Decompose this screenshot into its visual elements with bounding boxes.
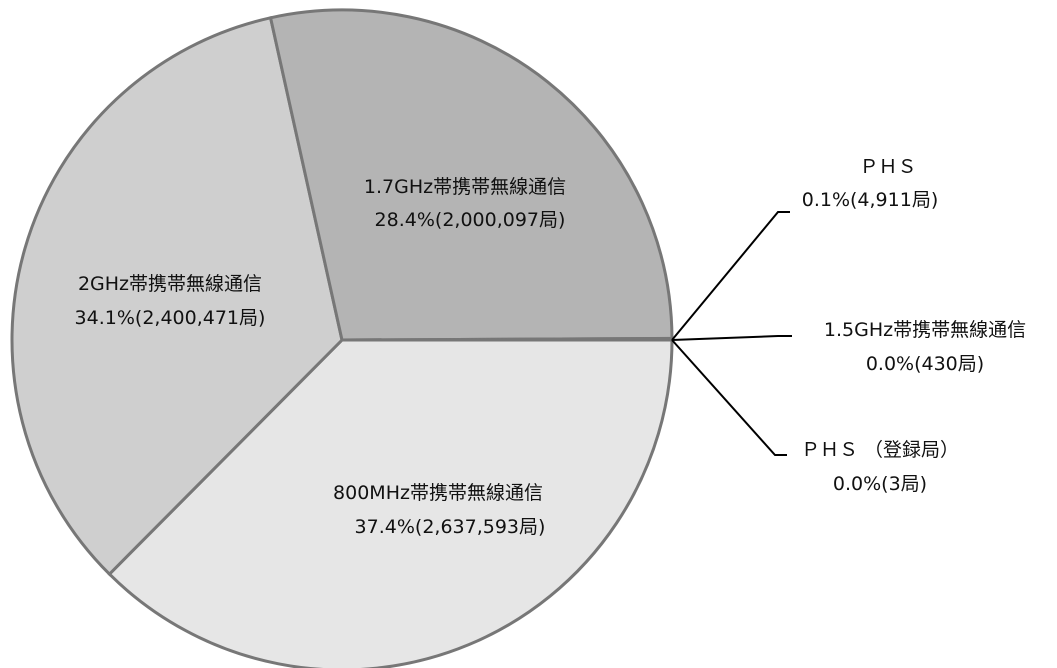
- label-1-5ghz-value: 0.0%(430局): [866, 353, 984, 375]
- label-phs-registered-value: 0.0%(3局): [833, 473, 927, 495]
- slice-800mhz: [107, 338, 674, 668]
- label-1-7ghz-value: 28.4%(2,000,097局): [375, 209, 566, 231]
- label-2ghz-value: 34.1%(2,400,471局): [75, 307, 266, 329]
- slice-1-7ghz: [268, 8, 674, 342]
- pie-slices: [10, 8, 674, 668]
- label-800mhz-value: 37.4%(2,637,593局): [355, 516, 546, 538]
- leader-line-phs-registered: [671, 339, 787, 456]
- leader-line-phs: [671, 211, 790, 341]
- label-phs-name: ＰＨＳ: [859, 156, 916, 178]
- slice-2ghz: [10, 16, 344, 577]
- leader-line-1-5ghz: [671, 335, 792, 341]
- label-1-7ghz-name: 1.7GHz帯携帯無線通信: [364, 176, 566, 198]
- label-2ghz-name: 2GHz帯携帯無線通信: [78, 273, 262, 295]
- label-phs-registered-name: ＰＨＳ （登録局）: [801, 439, 959, 461]
- leader-lines: [671, 211, 792, 456]
- label-800mhz-name: 800MHz帯携帯無線通信: [333, 482, 543, 504]
- label-1-5ghz-name: 1.5GHz帯携帯無線通信: [824, 319, 1026, 341]
- label-phs-value: 0.1%(4,911局): [802, 189, 939, 211]
